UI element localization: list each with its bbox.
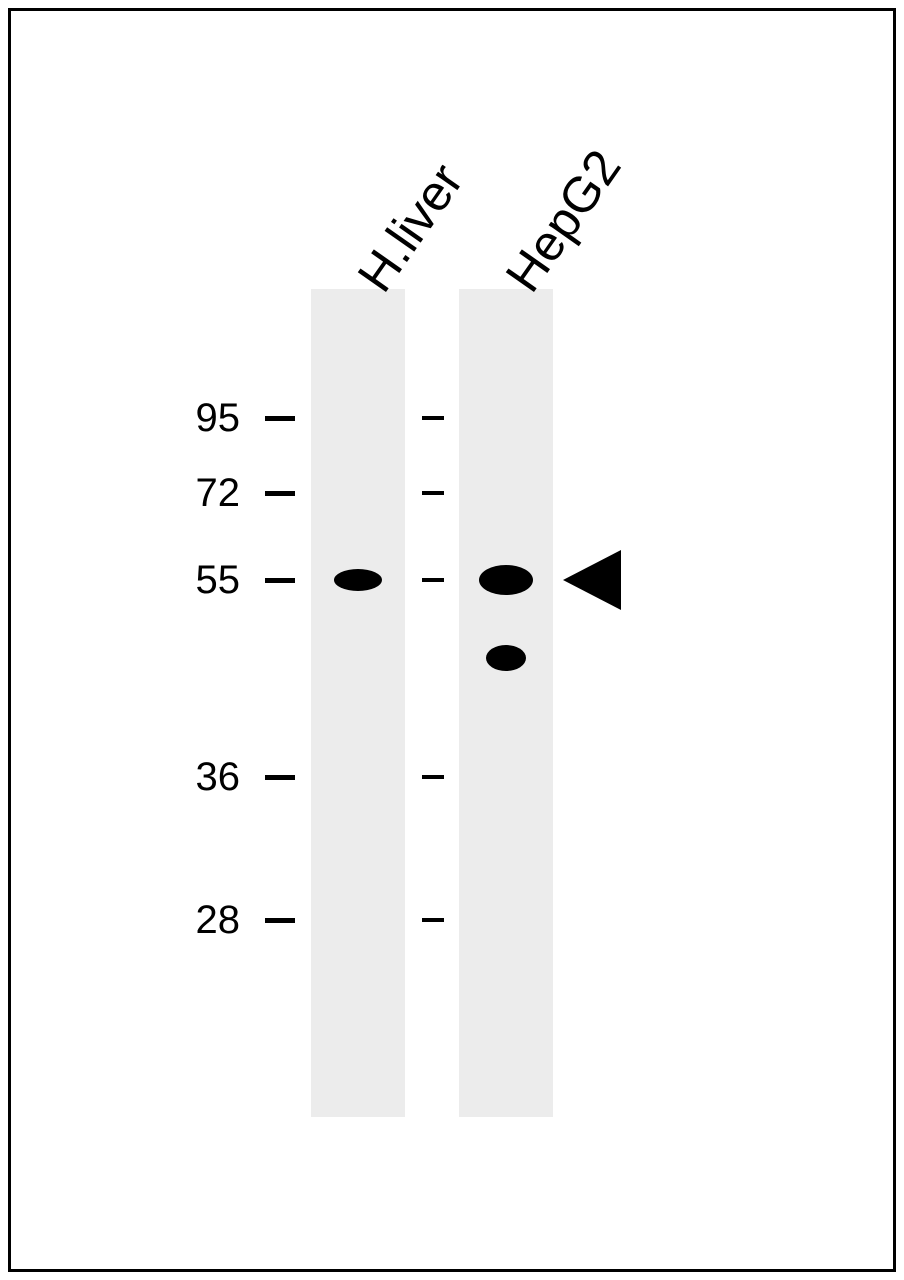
- mw-tick: [265, 775, 295, 780]
- mw-label: 95: [196, 396, 241, 441]
- band: [479, 565, 533, 595]
- mw-mid-tick: [422, 775, 444, 779]
- band: [486, 645, 526, 671]
- mw-mid-tick: [422, 416, 444, 420]
- mw-label: 72: [196, 471, 241, 516]
- mw-tick: [265, 416, 295, 421]
- mw-label: 55: [196, 558, 241, 603]
- mw-tick: [265, 578, 295, 583]
- band: [334, 569, 382, 591]
- mw-tick: [265, 918, 295, 923]
- mw-label: 28: [196, 898, 241, 943]
- lane-hepg2: [459, 289, 553, 1117]
- lane-hliver: [311, 289, 405, 1117]
- mw-tick: [265, 491, 295, 496]
- target-arrow-icon: [563, 550, 621, 610]
- mw-mid-tick: [422, 578, 444, 582]
- mw-label: 36: [196, 755, 241, 800]
- mw-mid-tick: [422, 491, 444, 495]
- mw-mid-tick: [422, 918, 444, 922]
